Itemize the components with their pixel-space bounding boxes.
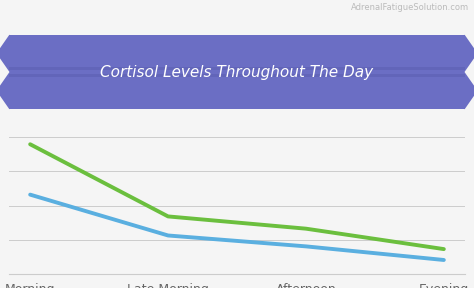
Text: AdrenalFatigueSolution.com: AdrenalFatigueSolution.com [351,3,469,12]
Text: Cortisol Levels Throughout The Day: Cortisol Levels Throughout The Day [100,65,374,79]
